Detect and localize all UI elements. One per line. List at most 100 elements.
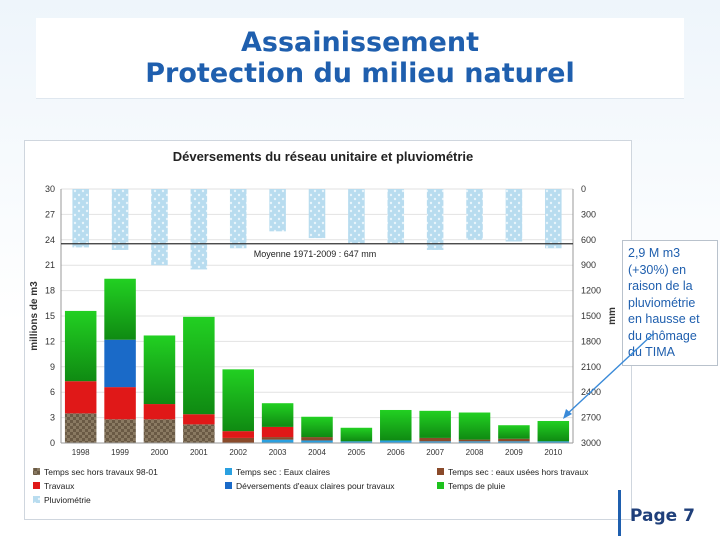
rainfall-bar	[387, 189, 405, 244]
legend-swatch	[33, 468, 40, 475]
bar-segment	[143, 404, 176, 420]
bar-segment	[419, 437, 451, 442]
legend-label: Temps sec hors travaux 98-01	[44, 467, 158, 477]
y-tick-label: 24	[45, 235, 55, 245]
reference-line-label: Moyenne 1971-2009 : 647 mm	[254, 249, 377, 259]
legend-label: Temps sec : eaux usées hors travaux	[448, 467, 589, 477]
x-tick-label: 2003	[269, 448, 287, 457]
bar-segment	[104, 278, 136, 340]
bar-segment	[301, 440, 333, 443]
x-tick-label: 2010	[544, 448, 562, 457]
page-title-line2: Protection du milieu naturel	[145, 58, 575, 89]
legend-label: Déversements d'eaux claires pour travaux	[236, 481, 395, 491]
bar-segment	[380, 409, 412, 441]
y-tick-label: 9	[50, 362, 55, 372]
legend-label: Travaux	[44, 481, 75, 491]
x-tick-label: 2005	[347, 448, 365, 457]
bar-segment	[261, 426, 294, 438]
bar-segment	[64, 413, 97, 443]
y-tick-label: 15	[45, 311, 55, 321]
x-tick-label: 2008	[466, 448, 484, 457]
page-number: Page 7	[630, 506, 695, 526]
y-tick-label: 3	[50, 413, 55, 423]
bar-segment	[222, 431, 254, 438]
annotation-box: 2,9 M m3 (+30%) en raison de la pluviomé…	[622, 240, 718, 366]
bar-segment	[498, 438, 530, 442]
bar-segment	[222, 369, 254, 432]
legend-swatch	[437, 482, 444, 489]
y-tick-label: 30	[45, 184, 55, 194]
x-tick-label: 2001	[190, 448, 208, 457]
y-tick-label: 12	[45, 336, 55, 346]
legend-swatch	[437, 468, 444, 475]
chart-panel: Déversements du réseau unitaire et pluvi…	[24, 140, 632, 520]
bar-segment	[301, 416, 333, 438]
y2-tick-label: 900	[581, 260, 596, 270]
x-tick-label: 2009	[505, 448, 523, 457]
rainfall-bar	[229, 189, 247, 249]
bar-segment	[183, 424, 215, 443]
bar-segment	[222, 437, 254, 443]
rainfall-bar	[348, 189, 365, 245]
chart-svg: Déversements du réseau unitaire et pluvi…	[29, 149, 618, 505]
rainfall-bar	[111, 189, 129, 250]
x-tick-label: 2004	[308, 448, 326, 457]
bar-segment	[537, 441, 570, 443]
x-tick-label: 2000	[151, 448, 169, 457]
y2-tick-label: 0	[581, 184, 586, 194]
y2-tick-label: 1800	[581, 336, 601, 346]
bar-segment	[458, 441, 491, 443]
x-tick-label: 2007	[426, 448, 444, 457]
y-tick-label: 6	[50, 387, 55, 397]
bar-segment	[498, 425, 530, 439]
y2-tick-label: 600	[581, 235, 596, 245]
rainfall-bar	[426, 189, 444, 250]
legend-swatch	[225, 468, 232, 475]
legend-swatch	[33, 482, 40, 489]
y-tick-label: 18	[45, 286, 55, 296]
rainfall-bar	[151, 189, 168, 266]
rainfall-bar	[466, 189, 483, 240]
bar-segment	[183, 414, 215, 425]
bar-segment	[537, 420, 570, 442]
page-title-line1: Assainissement	[240, 27, 480, 58]
bar-segment	[419, 410, 451, 438]
chart-title: Déversements du réseau unitaire et pluvi…	[173, 149, 474, 164]
bar-segment	[340, 427, 373, 442]
bar-segment	[64, 381, 97, 414]
x-tick-label: 2002	[229, 448, 247, 457]
y2-tick-label: 300	[581, 209, 596, 219]
title-box: Assainissement Protection du milieu natu…	[36, 18, 684, 99]
legend-label: Temps sec : Eaux claires	[236, 467, 330, 477]
rainfall-bar	[505, 189, 523, 242]
bar-segment	[143, 335, 176, 405]
bar-segment	[458, 412, 491, 440]
page-bar	[618, 490, 621, 536]
y-tick-label: 0	[50, 438, 55, 448]
bar-segment	[261, 437, 294, 440]
bar-segment	[261, 439, 294, 443]
legend-label: Temps de pluie	[448, 481, 505, 491]
rainfall-bar	[308, 189, 326, 239]
y2-tick-label: 2100	[581, 362, 601, 372]
x-tick-label: 1998	[72, 448, 90, 457]
bar-segment	[380, 440, 412, 443]
y-tick-label: 21	[45, 260, 55, 270]
bar-segment	[261, 403, 294, 427]
rainfall-bar	[72, 189, 89, 248]
bar-segment	[104, 387, 136, 420]
bar-segment	[104, 339, 136, 388]
bar-segment	[143, 419, 176, 443]
y2-tick-label: 1500	[581, 311, 601, 321]
y-axis-label: millions de m3	[29, 281, 40, 351]
legend-swatch	[225, 482, 232, 489]
x-tick-label: 1999	[111, 448, 129, 457]
bar-segment	[301, 437, 333, 441]
legend-swatch	[33, 496, 40, 503]
bar-segment	[498, 441, 530, 443]
rainfall-bar	[269, 189, 286, 232]
bar-segment	[419, 441, 451, 443]
x-tick-label: 2006	[387, 448, 405, 457]
bar-segment	[340, 441, 373, 443]
y2-axis-label: mm	[607, 307, 618, 325]
